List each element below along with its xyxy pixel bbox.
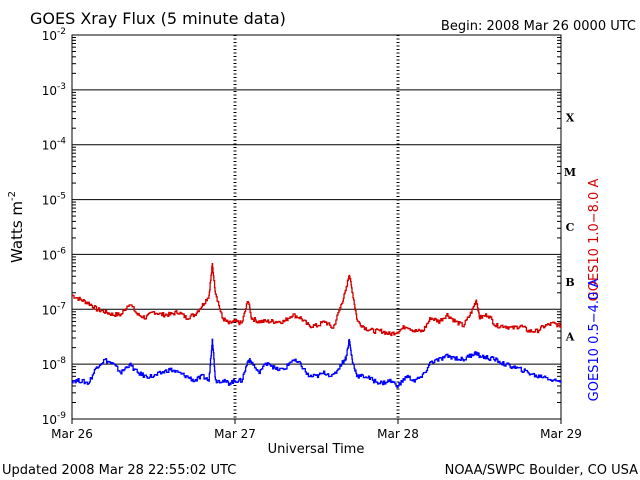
begin-label: Begin: 2008 Mar 26 0000 UTC: [441, 19, 636, 34]
y-tick-label: 10-9: [42, 411, 67, 427]
y-tick-label: 10-3: [42, 82, 66, 98]
x-tick-label: Mar 27: [214, 427, 256, 441]
flare-class-label: C: [566, 221, 575, 234]
x-axis-label: Universal Time: [268, 442, 365, 457]
x-tick-label: Mar 28: [377, 427, 419, 441]
flare-class-labels: X M C B A: [564, 111, 576, 343]
y-tick-label: 10-8: [42, 356, 67, 372]
y-axis-label-exp: -2: [7, 191, 18, 201]
updated-timestamp: Updated 2008 Mar 28 22:55:02 UTC: [2, 463, 236, 478]
plot-frame: [71, 34, 562, 420]
y-tick-label: 10-5: [42, 192, 66, 208]
x-axis: Mar 26 Mar 27 Mar 28 Mar 29: [51, 419, 582, 441]
y-axis-label: Watts m-2: [7, 191, 26, 263]
legend-red-series: GOES10 1.0−8.0 A: [587, 179, 602, 302]
flare-class-label: M: [564, 166, 576, 179]
flare-class-label: B: [565, 276, 574, 289]
series-line-1: [72, 338, 562, 389]
chart-title: GOES Xray Flux (5 minute data): [30, 9, 286, 28]
y-tick-label: 10-4: [42, 137, 67, 153]
series-layer: [72, 263, 562, 389]
y-tick-label: 10-7: [42, 301, 66, 317]
x-tick-label: Mar 26: [51, 427, 93, 441]
y-axis-label-main: Watts m: [8, 201, 26, 263]
grid-layer: [72, 35, 561, 419]
credit-label: NOAA/SWPC Boulder, CO USA: [445, 463, 638, 478]
legend-blue-series: GOES10 0.5−4.0 A: [587, 279, 602, 402]
series-line-0: [72, 263, 562, 337]
y-axis: 10-2 10-3 10-4 10-5 10-6 10-7 10-8 10-9: [42, 27, 561, 427]
y-tick-label: 10-2: [42, 27, 66, 43]
flare-class-label: X: [566, 111, 575, 124]
y-tick-label: 10-6: [42, 246, 67, 262]
x-tick-label: Mar 29: [540, 427, 582, 441]
flare-class-label: A: [565, 331, 575, 344]
